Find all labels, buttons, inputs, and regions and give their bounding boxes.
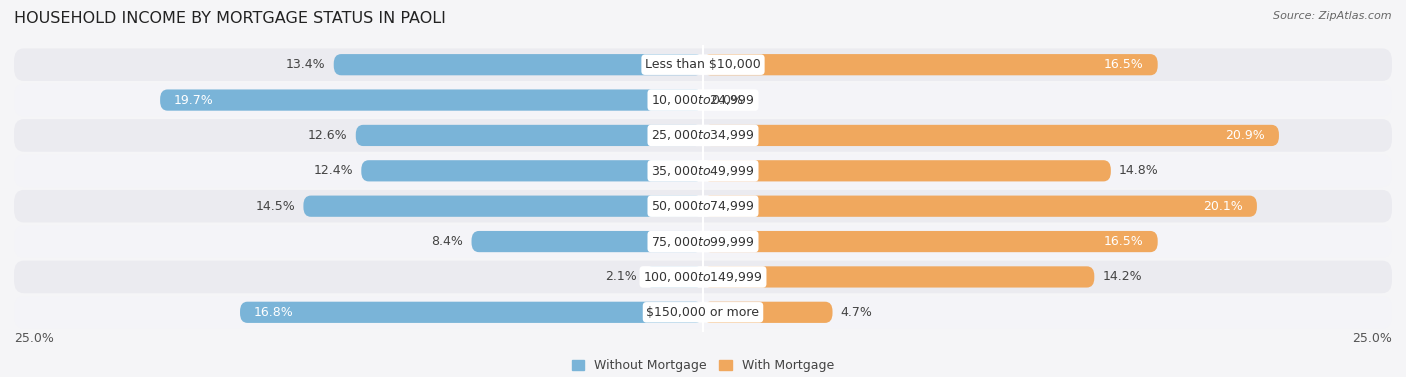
Text: 25.0%: 25.0% [14,332,53,345]
Text: 12.6%: 12.6% [308,129,347,142]
Text: $50,000 to $74,999: $50,000 to $74,999 [651,199,755,213]
Text: 16.5%: 16.5% [1104,235,1144,248]
FancyBboxPatch shape [703,196,1257,217]
FancyBboxPatch shape [14,155,1392,187]
Text: 2.1%: 2.1% [605,270,637,284]
Text: 14.8%: 14.8% [1119,164,1159,177]
Text: 0.0%: 0.0% [711,93,744,107]
FancyBboxPatch shape [160,89,703,111]
Legend: Without Mortgage, With Mortgage: Without Mortgage, With Mortgage [567,354,839,377]
Text: 25.0%: 25.0% [1353,332,1392,345]
Text: 4.7%: 4.7% [841,306,873,319]
FancyBboxPatch shape [471,231,703,252]
Text: $35,000 to $49,999: $35,000 to $49,999 [651,164,755,178]
FancyBboxPatch shape [14,296,1392,329]
FancyBboxPatch shape [361,160,703,181]
FancyBboxPatch shape [703,160,1111,181]
Text: HOUSEHOLD INCOME BY MORTGAGE STATUS IN PAOLI: HOUSEHOLD INCOME BY MORTGAGE STATUS IN P… [14,11,446,26]
FancyBboxPatch shape [14,261,1392,293]
Text: $10,000 to $24,999: $10,000 to $24,999 [651,93,755,107]
FancyBboxPatch shape [240,302,703,323]
Text: 8.4%: 8.4% [432,235,463,248]
FancyBboxPatch shape [703,302,832,323]
Text: 14.2%: 14.2% [1102,270,1142,284]
FancyBboxPatch shape [14,190,1392,222]
Text: 12.4%: 12.4% [314,164,353,177]
Text: Less than $10,000: Less than $10,000 [645,58,761,71]
Text: $100,000 to $149,999: $100,000 to $149,999 [644,270,762,284]
Text: $150,000 or more: $150,000 or more [647,306,759,319]
Text: $25,000 to $34,999: $25,000 to $34,999 [651,129,755,143]
FancyBboxPatch shape [14,225,1392,258]
FancyBboxPatch shape [14,84,1392,116]
Text: $75,000 to $99,999: $75,000 to $99,999 [651,234,755,248]
FancyBboxPatch shape [645,266,703,288]
FancyBboxPatch shape [333,54,703,75]
Text: 20.9%: 20.9% [1226,129,1265,142]
Text: 14.5%: 14.5% [256,200,295,213]
FancyBboxPatch shape [703,266,1094,288]
Text: 19.7%: 19.7% [174,93,214,107]
FancyBboxPatch shape [14,119,1392,152]
Text: 16.5%: 16.5% [1104,58,1144,71]
Text: 13.4%: 13.4% [285,58,325,71]
Text: 16.8%: 16.8% [254,306,294,319]
FancyBboxPatch shape [703,125,1279,146]
FancyBboxPatch shape [703,54,1157,75]
FancyBboxPatch shape [304,196,703,217]
FancyBboxPatch shape [14,48,1392,81]
Text: 20.1%: 20.1% [1204,200,1243,213]
FancyBboxPatch shape [356,125,703,146]
Text: Source: ZipAtlas.com: Source: ZipAtlas.com [1274,11,1392,21]
FancyBboxPatch shape [703,231,1157,252]
